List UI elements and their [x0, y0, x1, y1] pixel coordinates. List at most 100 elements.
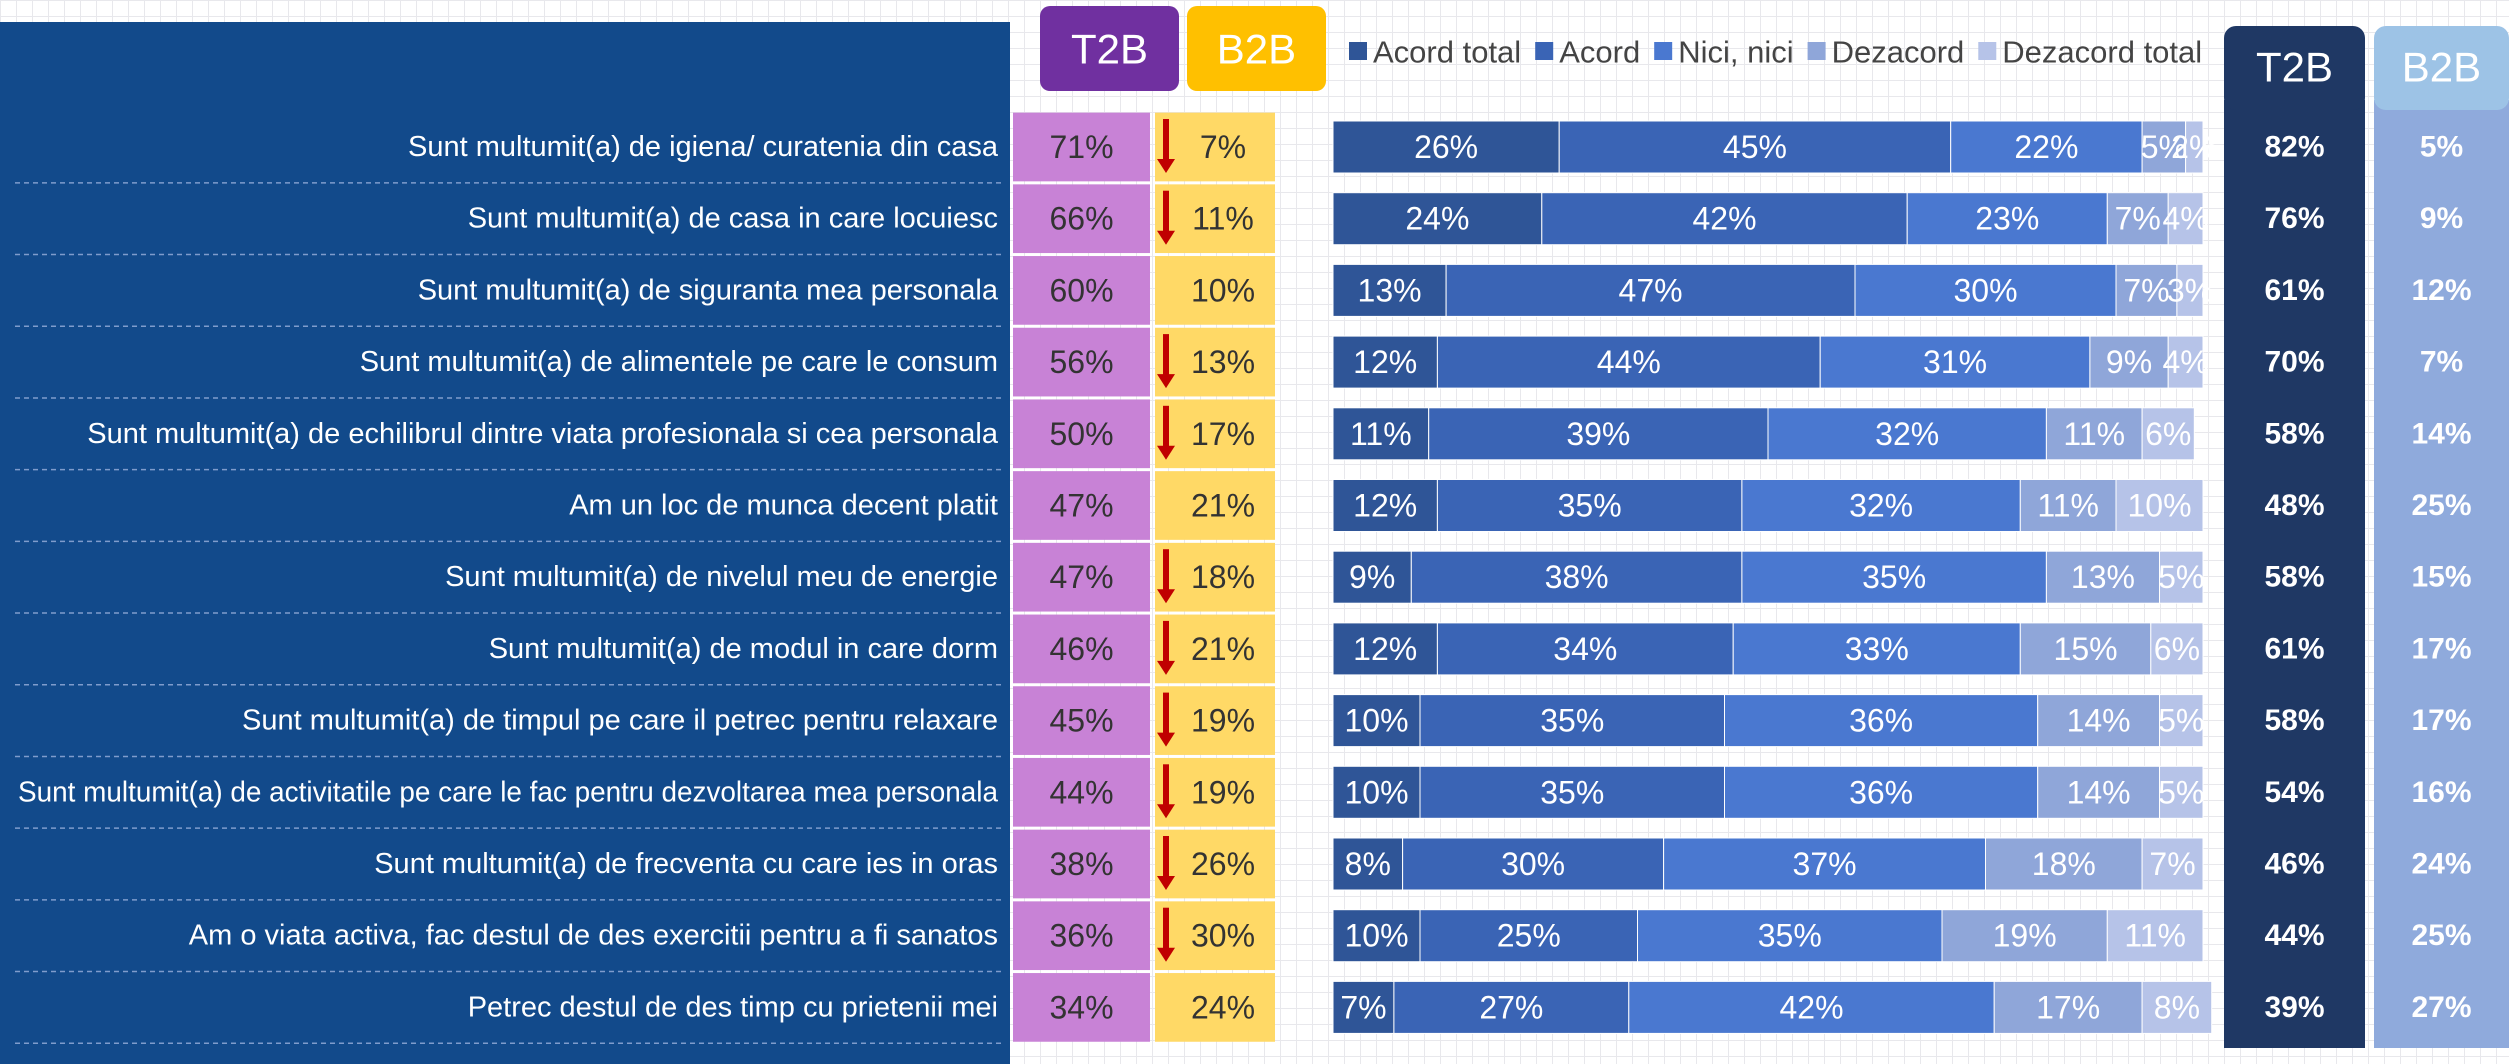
bar-value-label: 4% [2162, 344, 2208, 380]
cell [1013, 399, 1150, 469]
cell-value: 21% [1191, 488, 1255, 524]
bar-value-label: 5% [2158, 774, 2204, 810]
decrease-arrow-head [1157, 804, 1175, 819]
cell-value: 48% [2264, 489, 2324, 522]
legend-label: Dezacord total [2002, 35, 2202, 70]
cell-value: 15% [2411, 561, 2471, 594]
cell-value: 24% [1191, 989, 1255, 1025]
bar-segment [1993, 980, 2143, 1034]
cell-value: 16% [2411, 776, 2471, 809]
cell-value: 58% [2264, 704, 2324, 737]
row-label: Sunt multumit(a) de alimentele pe care l… [360, 346, 998, 378]
bar-segment [1985, 837, 2143, 891]
row-label: Sunt multumit(a) de modul in care dorm [489, 633, 998, 665]
decrease-arrow-head [1157, 732, 1175, 747]
bar-value-label: 18% [2032, 846, 2096, 882]
row-label: Am un loc de munca decent platit [569, 490, 998, 522]
cell [1155, 184, 1275, 254]
bar-value-label: 35% [1540, 703, 1604, 739]
bar-segment [2141, 837, 2204, 891]
cell [1155, 256, 1275, 325]
bar-segment [2141, 980, 2213, 1034]
cell-value: 58% [2264, 417, 2324, 450]
bar-value-label: 32% [1875, 416, 1939, 452]
column-body [2374, 100, 2509, 1048]
column-header [1187, 6, 1326, 91]
bar-segment [2089, 335, 2169, 389]
cell-value: 25% [2411, 489, 2471, 522]
row-label: Sunt multumit(a) de nivelul meu de energ… [445, 561, 998, 593]
column-header-label: B2B [1217, 26, 1296, 73]
bar-segment [2037, 694, 2160, 748]
cell-value: 17% [2411, 632, 2471, 665]
bar-segment [1724, 694, 2039, 748]
cell-value: 17% [2411, 704, 2471, 737]
bar-value-label: 7% [1340, 989, 1386, 1025]
bar-segment [2115, 479, 2204, 532]
legend-label: Acord total [1373, 35, 1521, 70]
cell-value: 61% [2264, 274, 2324, 307]
cell-value: 19% [1191, 774, 1255, 810]
row-label: Sunt multumit(a) de frecventa cu care ie… [374, 848, 998, 880]
bar-value-label: 6% [2154, 631, 2200, 667]
label-panel [0, 22, 1010, 1064]
cell-value: 56% [1049, 344, 1113, 380]
cell [1013, 112, 1150, 182]
legend-swatch [1978, 42, 1997, 60]
cell-value: 12% [2411, 274, 2471, 307]
decrease-arrow-head [1157, 589, 1175, 604]
cell-value: 82% [2264, 131, 2324, 164]
bar-value-label: 42% [1779, 989, 1843, 1025]
column-header [2224, 26, 2365, 110]
bar-value-label: 33% [1845, 631, 1909, 667]
bar-segment [1741, 479, 2021, 532]
cell [1013, 901, 1150, 971]
cell-value: 47% [1049, 488, 1113, 524]
bar-value-label: 23% [1975, 201, 2039, 237]
cell [1155, 686, 1275, 755]
bar-segment [1402, 837, 1665, 891]
cell [1155, 973, 1275, 1042]
bar-segment [1637, 909, 1943, 963]
cell [1155, 901, 1275, 971]
bar-value-label: 24% [1405, 201, 1469, 237]
cell [1155, 399, 1275, 469]
bar-segment [1819, 335, 2091, 389]
row-label: Sunt multumit(a) de echilibrul dintre vi… [87, 418, 999, 450]
bar-value-label: 2% [2171, 129, 2217, 165]
cell-value: 14% [2411, 417, 2471, 450]
bar-value-label: 7% [2115, 201, 2161, 237]
cell [1013, 471, 1150, 540]
cell-value: 66% [1049, 201, 1113, 237]
cell-value: 26% [1191, 846, 1255, 882]
bar-segment [2141, 120, 2187, 174]
cell-value: 44% [1049, 774, 1113, 810]
cell-value: 46% [1049, 631, 1113, 667]
row-label: Am o viata activa, fac destul de des exe… [189, 920, 998, 952]
bar-value-label: 35% [1558, 488, 1622, 524]
cell-value: 38% [1049, 846, 1113, 882]
cell [1155, 614, 1275, 684]
legend-label: Acord [1559, 35, 1640, 70]
bar-value-label: 11% [2063, 416, 2125, 452]
cell [1013, 614, 1150, 684]
bar-value-label: 25% [1497, 918, 1561, 954]
cell-value: 5% [2420, 131, 2463, 164]
bar-value-label: 12% [1353, 344, 1417, 380]
column-header-label: T2B [1071, 26, 1148, 73]
cell-value: 7% [2420, 346, 2463, 379]
cell [1013, 829, 1150, 899]
bar-value-label: 17% [2036, 989, 2100, 1025]
bar-segment [1558, 120, 1952, 174]
bar-value-label: 34% [1553, 631, 1617, 667]
bar-segment [1332, 407, 1430, 461]
bar-segment [1445, 263, 1856, 317]
cell-value: 18% [1191, 559, 1255, 595]
column-body [2224, 100, 2365, 1048]
bar-value-label: 47% [1619, 272, 1683, 308]
decrease-arrow-head [1157, 947, 1175, 962]
legend-swatch [1654, 42, 1673, 60]
decrease-arrow-head [1157, 159, 1175, 173]
cell [1013, 542, 1150, 612]
